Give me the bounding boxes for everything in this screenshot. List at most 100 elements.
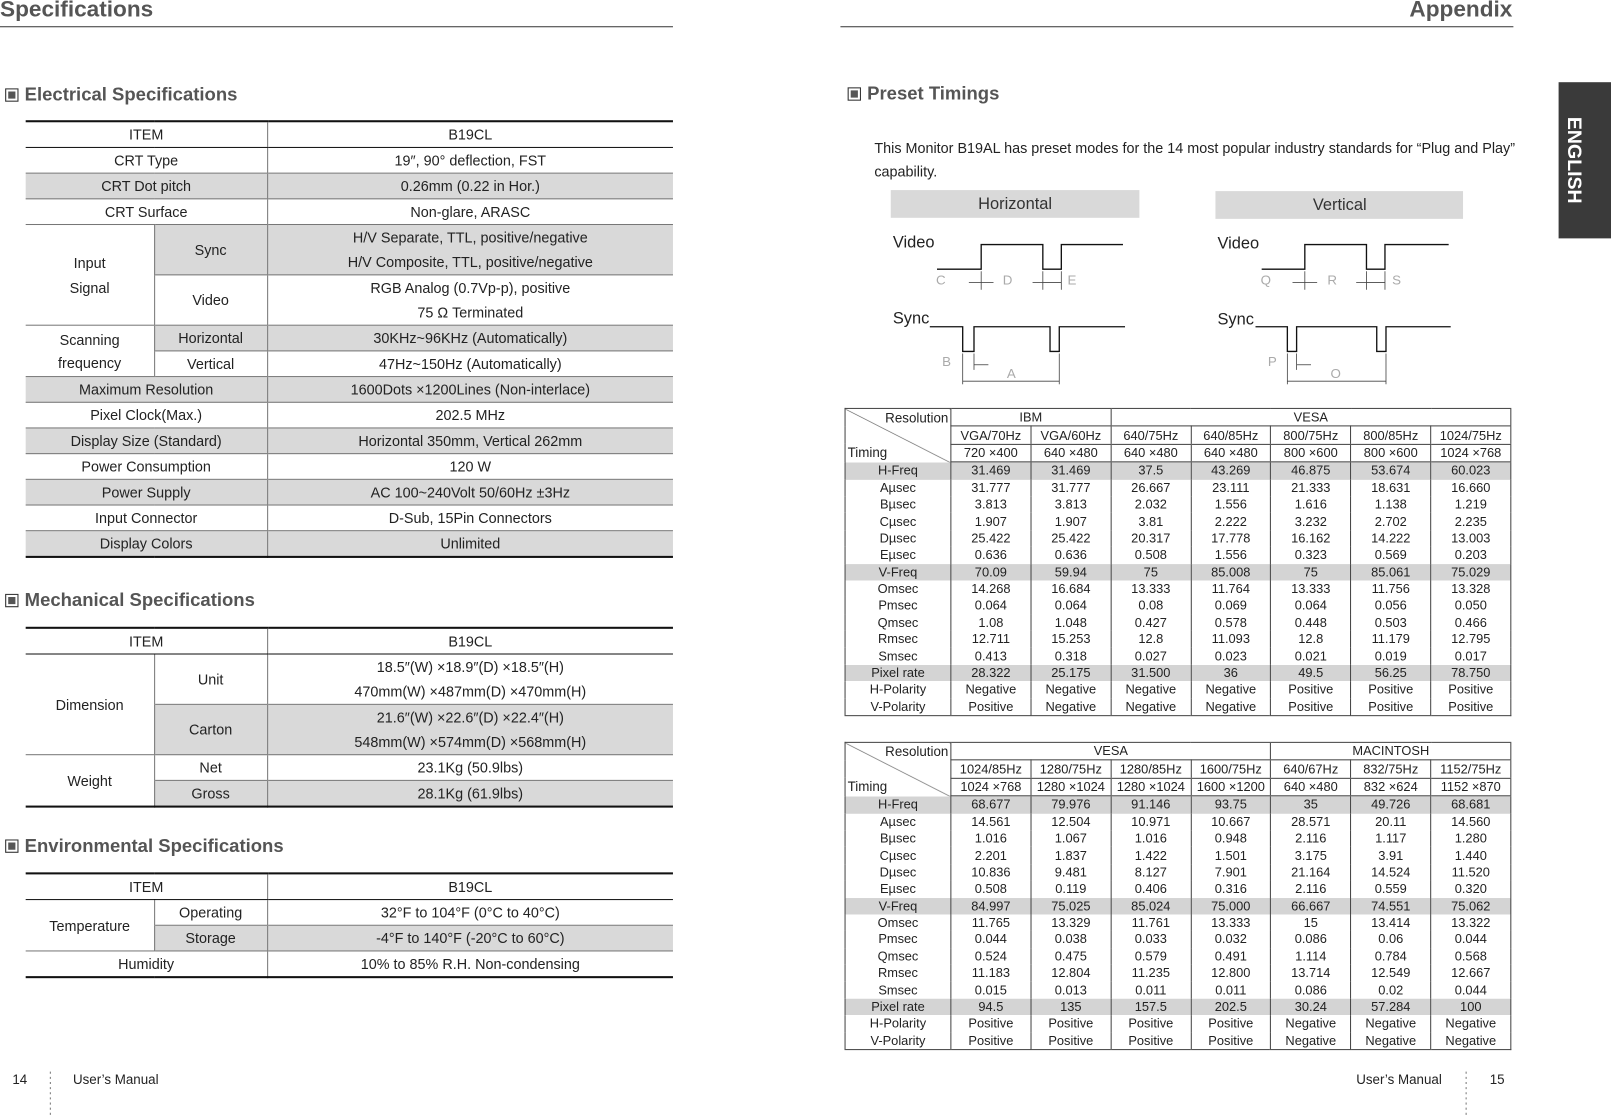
language-tab — [1558, 82, 1611, 239]
value-cell: 21.6″(W) ×22.6″(D) ×22.4″(H) 548mm(W) ×57… — [266, 703, 673, 755]
timing-row: Bµsec 1.016 1.067 1.016 0.948 2.116 1.117 1.280 — [844, 830, 1511, 848]
timing-value: 31.777 — [1030, 479, 1111, 497]
dimension-marks — [1286, 271, 1387, 385]
timing-row: Cµsec 1.907 1.907 3.81 2.222 3.232 2.702 2.235 — [844, 513, 1511, 530]
value-cell: 32°F to 104°F (0°C to 40°C) — [266, 899, 673, 926]
diagram-heading: Horizontal — [978, 195, 1052, 213]
timing-value: 12.800 — [1190, 964, 1271, 982]
signal-label: Video — [893, 234, 935, 252]
timing-value: 66.667 — [1270, 897, 1351, 915]
timing-value: 12.549 — [1350, 964, 1431, 982]
mode-cell: 640/67Hz — [1270, 760, 1351, 779]
group-cell: Temperature — [25, 899, 155, 951]
timing-value: 14.222 — [1350, 529, 1431, 547]
sub-item-cell: Vertical — [153, 350, 268, 377]
mechanical-table: ITEM B19CL Dimension Unit 18.5″(W) ×18.9″(D… — [25, 626, 673, 808]
cell-line: Signal — [69, 278, 110, 296]
value-cell: 1600Dots ×1200Lines (Non-interlace) — [266, 376, 673, 403]
timing-value: 13.003 — [1430, 529, 1511, 547]
sub-item-cell: Operating — [153, 899, 268, 926]
timing-value: 13.714 — [1270, 964, 1351, 982]
section-heading: Electrical Specifications — [5, 82, 237, 107]
resolution-cell: 1024 ×768 — [950, 778, 1031, 797]
timing-value: 12.711 — [950, 630, 1031, 648]
corner-cell: Resolution Timing — [844, 741, 951, 796]
page-header: Specifications — [0, 0, 154, 22]
sub-item-cell: Unit — [153, 653, 268, 705]
row-label: Pmsec — [844, 597, 951, 615]
section-title: Preset Timings — [867, 83, 1000, 104]
dimension-letter: S — [1392, 273, 1401, 288]
cell-line: RGB Analog (0.7Vp-p), positive — [370, 279, 571, 296]
timing-value: 0.466 — [1430, 614, 1511, 631]
sub-item-cell: Storage — [153, 924, 268, 951]
timing-value: 17.778 — [1190, 529, 1271, 547]
timing-value: Negative — [1350, 1032, 1431, 1050]
timing-value: 0.316 — [1190, 880, 1271, 898]
timing-value: 12.667 — [1430, 964, 1511, 982]
item-cell: Humidity — [25, 950, 268, 978]
cell-line: Input — [73, 254, 106, 271]
timing-value: 0.119 — [1030, 880, 1111, 898]
header-cell: ITEM — [25, 626, 268, 655]
timing-value: 28.571 — [1270, 813, 1351, 831]
timing-value: Positive — [1190, 1032, 1271, 1050]
timing-value: 1.219 — [1430, 496, 1511, 514]
header-cell: ITEM — [25, 872, 268, 901]
item-cell: Display Colors — [25, 530, 268, 557]
timing-value: 25.422 — [1030, 529, 1111, 547]
timing-value: Positive — [1190, 1015, 1271, 1033]
timing-value: 30.24 — [1270, 998, 1351, 1016]
sub-item-cell: Net — [153, 754, 268, 781]
timing-value: Positive — [950, 1032, 1031, 1050]
timing-value: 85.061 — [1350, 563, 1431, 581]
timing-value: 0.568 — [1430, 948, 1511, 965]
language-tab-label: ENGLISH — [1563, 117, 1585, 204]
video-waveform — [937, 243, 1123, 270]
page-header: Appendix — [1409, 0, 1513, 22]
timing-value: 12.504 — [1030, 813, 1111, 831]
dimension-letter: D — [1003, 273, 1013, 288]
timing-value: 31.469 — [950, 462, 1031, 480]
sync-waveform — [929, 326, 1126, 353]
resolution-cell: 800 ×600 — [1270, 444, 1351, 463]
timing-value: 135 — [1030, 998, 1111, 1016]
timing-row: Eµsec 0.508 0.119 0.406 0.316 2.116 0.559 0.320 — [844, 880, 1511, 898]
video-waveform — [1261, 243, 1449, 270]
timing-row: Omsec 14.268 16.684 13.333 11.764 13.333 11.75… — [844, 580, 1511, 598]
resolution-cell: 720 ×400 — [950, 444, 1031, 463]
mode-cell: 800/75Hz — [1270, 426, 1351, 445]
timing-value: 13.322 — [1430, 914, 1511, 932]
timing-value: 7.901 — [1190, 863, 1271, 881]
dimension-letter: P — [1268, 354, 1277, 369]
timing-value: Positive — [1270, 681, 1351, 699]
row-label: Pixel rate — [844, 664, 951, 682]
timing-value: 14.561 — [950, 813, 1031, 831]
timing-value: 84.997 — [950, 897, 1031, 915]
electrical-table: ITEM B19CL CRT Type 19″, 90° deflection, F… — [25, 120, 673, 558]
timing-value: 0.427 — [1110, 614, 1191, 631]
item-cell: Display Size (Standard) — [25, 427, 268, 454]
item-cell: CRT Surface — [25, 198, 268, 225]
timing-value: 1.616 — [1270, 496, 1351, 514]
timing-value: 0.08 — [1110, 597, 1191, 615]
timing-row: V-Freq 84.997 75.025 85.024 75.000 66.667 74.5… — [844, 897, 1511, 915]
timing-table: Resolution Timing VESA MACINTOSH 1024/85Hz 12… — [844, 741, 1512, 1051]
sub-item-cell: Gross — [153, 779, 268, 807]
timing-value: Positive — [1030, 1015, 1111, 1033]
timing-value: 53.674 — [1350, 462, 1431, 480]
corner-cell: Resolution Timing — [844, 407, 951, 463]
header-cell: B19CL — [266, 120, 673, 148]
row-label: Omsec — [844, 580, 951, 598]
timing-value: Negative — [1430, 1032, 1511, 1050]
group-header: VESA — [950, 741, 1271, 761]
cell-line: frequency — [58, 353, 122, 371]
timing-row: H-Polarity Negative Negative Negative Negati… — [844, 681, 1511, 699]
timing-row: H-Polarity Positive Positive Positive Positi… — [844, 1015, 1511, 1033]
item-cell: Power Supply — [25, 478, 268, 506]
row-label: V-Freq — [844, 563, 951, 581]
timing-value: 11.183 — [950, 964, 1031, 982]
timing-value: 0.508 — [1110, 546, 1191, 564]
timing-value: Negative — [1190, 681, 1271, 699]
value-cell: 19″, 90° deflection, FST — [266, 146, 673, 174]
